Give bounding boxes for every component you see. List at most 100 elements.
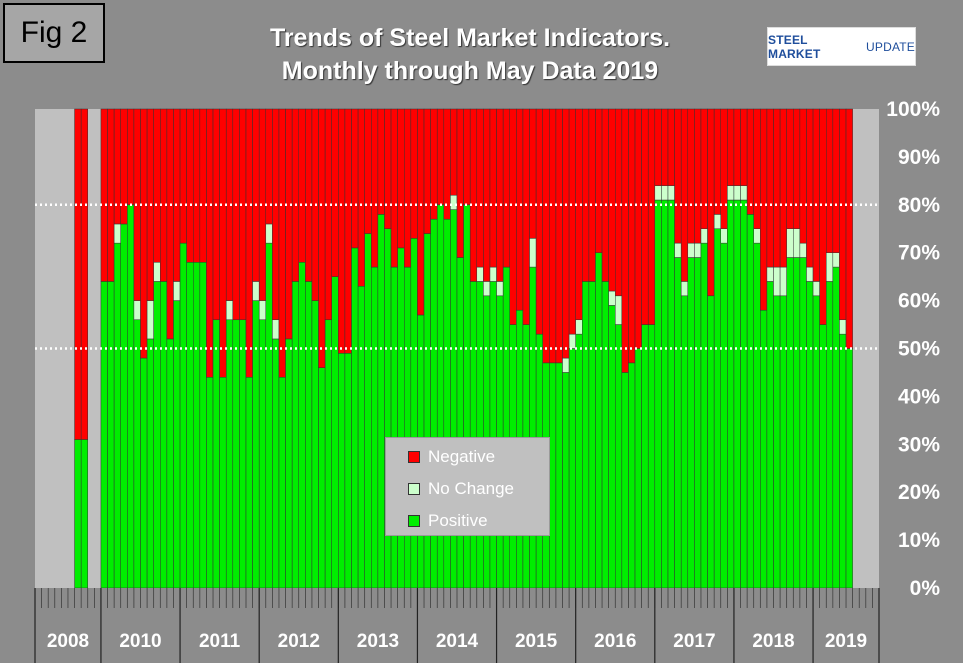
bar-negative: [390, 108, 398, 268]
bar-positive: [793, 257, 801, 589]
bar-positive: [469, 281, 478, 589]
x-year-label: 2008: [47, 631, 89, 652]
bar-positive: [232, 319, 240, 589]
bar-no-change: [272, 319, 280, 340]
x-year-label: 2010: [119, 631, 161, 652]
bar-negative: [661, 108, 669, 186]
bar-negative: [740, 108, 748, 186]
bar-negative: [826, 108, 834, 253]
bar-positive: [390, 266, 398, 589]
y-tick-label: 0%: [910, 577, 941, 600]
bar-negative: [133, 108, 141, 301]
bar-no-change: [687, 242, 695, 258]
bar-negative: [127, 108, 135, 206]
bar-positive: [272, 338, 280, 589]
bar-negative: [331, 108, 339, 277]
bar-positive: [575, 333, 583, 589]
bar-positive: [740, 199, 748, 589]
legend-item-positive: Positive: [408, 511, 488, 531]
bar-no-change: [680, 281, 689, 297]
bar-negative: [272, 108, 280, 321]
bar-positive: [733, 199, 741, 589]
bar-positive: [555, 362, 563, 589]
bar-positive: [364, 233, 372, 589]
bar-positive: [344, 353, 352, 589]
bar-no-change: [839, 319, 847, 335]
bar-positive: [489, 281, 497, 589]
bar-no-change: [773, 266, 781, 297]
bar-negative: [483, 108, 491, 282]
bar-negative: [727, 108, 735, 186]
bar-negative: [469, 108, 478, 282]
bar-negative: [456, 108, 464, 258]
bar-no-change: [826, 252, 834, 282]
bar-positive: [199, 262, 207, 589]
bar-negative: [298, 108, 306, 263]
bar-no-change: [146, 300, 154, 340]
bar-negative: [107, 108, 115, 282]
bar-positive: [133, 319, 141, 589]
bar-positive: [694, 257, 702, 589]
legend: Negative No Change Positive: [385, 437, 550, 536]
bar-negative: [318, 108, 326, 368]
bar-no-change: [476, 266, 484, 282]
bar-negative: [720, 108, 728, 229]
bar-positive: [278, 376, 286, 589]
bar-positive: [615, 324, 623, 589]
bar-negative: [753, 108, 761, 229]
bar-negative: [338, 108, 346, 354]
bar-no-change: [113, 223, 121, 244]
bar-negative: [628, 108, 636, 364]
bar-negative: [601, 108, 609, 282]
y-tick-label: 10%: [898, 529, 940, 552]
x-axis: 2008 2010 2011 2012 2013 2014 2015 2016 2017 2018…: [34, 588, 880, 663]
bar-positive: [305, 281, 313, 589]
legend-item-negative: Negative: [408, 447, 495, 467]
bar-negative: [806, 108, 814, 268]
bar-no-change: [489, 266, 497, 282]
bar-negative: [285, 108, 293, 340]
bar-positive: [812, 295, 820, 589]
bar-positive: [285, 338, 293, 589]
bar-positive: [113, 242, 121, 589]
bar-positive: [687, 257, 695, 589]
bar-no-change: [562, 357, 570, 373]
bar-negative: [113, 108, 121, 225]
bar-positive: [193, 262, 201, 589]
bar-positive: [661, 199, 669, 589]
bar-no-change: [713, 214, 721, 230]
bar-negative: [568, 108, 576, 335]
bar-no-change: [700, 228, 708, 244]
logo-text-secondary: UPDATE: [866, 39, 915, 54]
bar-positive: [397, 247, 405, 589]
bar-negative: [713, 108, 721, 215]
legend-swatch-positive: [408, 515, 420, 527]
bar-positive: [727, 199, 735, 589]
bar-negative: [206, 108, 214, 378]
bar-positive: [186, 262, 194, 589]
bar-negative: [232, 108, 240, 321]
bar-negative: [746, 108, 754, 215]
bar-positive: [291, 281, 300, 589]
bar-positive: [212, 319, 220, 589]
y-tick-label: 30%: [898, 433, 940, 456]
bar-positive: [331, 276, 339, 589]
bar-no-change: [674, 242, 682, 258]
brand-logo: STEEL MARKET UPDATE: [767, 27, 916, 66]
bar-positive: [476, 281, 484, 589]
bar-negative: [845, 108, 853, 349]
bar-no-change: [661, 185, 669, 201]
bar-negative: [674, 108, 682, 244]
bar-no-change: [575, 319, 583, 335]
bar-no-change: [483, 281, 491, 297]
bar-negative: [252, 108, 260, 282]
bar-negative: [179, 108, 187, 244]
bar-positive: [621, 372, 629, 589]
bar-negative: [608, 108, 616, 292]
bar-positive: [845, 348, 853, 589]
bar-negative: [760, 108, 768, 311]
bar-negative: [463, 108, 471, 206]
bar-no-change: [258, 300, 267, 321]
bar-positive: [219, 376, 227, 589]
